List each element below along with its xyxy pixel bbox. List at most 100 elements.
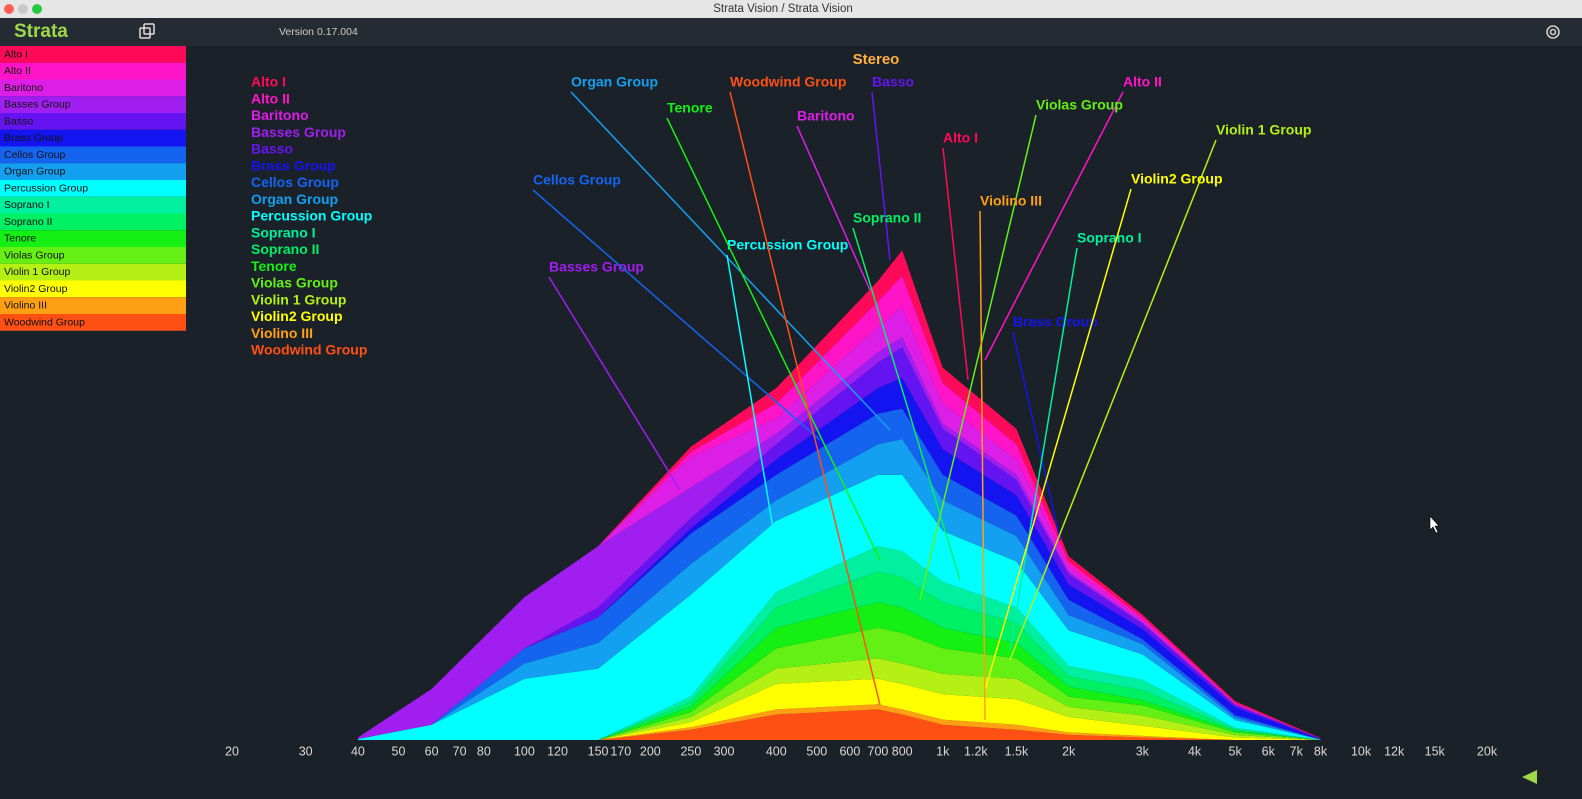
legend-entry: Organ Group — [251, 191, 338, 207]
legend-entry: Alto II — [251, 90, 290, 106]
group-row[interactable]: Basses Group — [0, 96, 186, 113]
x-tick-label: 250 — [680, 744, 701, 758]
group-name: Soprano I — [4, 199, 50, 211]
collapse-button[interactable] — [1522, 770, 1537, 784]
x-tick-label: 70 — [453, 744, 467, 758]
toolbar — [0, 18, 1582, 46]
legend-entry: Soprano II — [251, 241, 319, 257]
group-row[interactable]: Percussion Group — [0, 180, 186, 197]
callout-line — [919, 114, 1037, 601]
group-name: Alto II — [4, 65, 31, 77]
callout-label: Basso — [872, 74, 914, 90]
group-name: Violin2 Group — [4, 283, 68, 295]
callout-label: Violas Group — [1036, 97, 1123, 113]
window-title: Strata Vision / Strata Vision — [713, 3, 853, 15]
group-row[interactable]: Cellos Group — [0, 146, 186, 164]
x-tick-label: 1k — [936, 744, 950, 758]
group-row[interactable]: Brass Group — [0, 129, 186, 147]
chart-title: Stereo — [853, 51, 900, 68]
group-row[interactable]: Baritono — [0, 79, 186, 97]
x-tick-label: 100 — [514, 744, 535, 758]
group-swatch — [0, 96, 186, 113]
legend-entry: Violino III — [251, 325, 313, 341]
settings-button[interactable] — [1546, 25, 1560, 39]
callout-line — [726, 254, 776, 541]
x-tick-label: 170 — [610, 744, 631, 758]
callout-line — [1009, 247, 1078, 651]
group-swatch — [0, 113, 186, 130]
area — [357, 602, 1321, 740]
area — [357, 678, 1321, 740]
x-tick-label: 6k — [1262, 744, 1276, 758]
callout-label: Percussion Group — [727, 237, 848, 253]
callout-label: Tenore — [667, 100, 713, 116]
x-tick-label: 60 — [425, 744, 439, 758]
callout-line — [942, 147, 969, 381]
callout-line — [796, 125, 871, 291]
group-swatch — [0, 62, 186, 80]
group-row[interactable]: Alto I — [0, 46, 186, 63]
legend-entry: Baritono — [251, 107, 309, 123]
area — [357, 439, 1321, 740]
legend-entry: Basso — [251, 141, 293, 157]
group-row[interactable]: Organ Group — [0, 163, 186, 180]
legend-entry: Brass Group — [251, 157, 336, 173]
group-swatch — [0, 280, 186, 298]
group-name: Violin 1 Group — [4, 266, 71, 278]
group-row[interactable]: Soprano I — [0, 196, 186, 214]
group-swatch — [0, 263, 186, 281]
group-name: Woodwind Group — [4, 316, 85, 328]
callout-label: Cellos Group — [533, 172, 621, 188]
minimize-button[interactable] — [18, 4, 28, 14]
group-row[interactable]: Violino III — [0, 297, 186, 314]
group-row[interactable]: Alto II — [0, 62, 186, 80]
group-row[interactable]: Violas Group — [0, 247, 186, 264]
area — [357, 337, 1321, 739]
callout-label: Alto I — [943, 130, 978, 146]
group-name: Baritono — [4, 82, 43, 94]
x-tick-label: 3k — [1136, 744, 1150, 758]
group-name: Percussion Group — [4, 182, 88, 194]
group-name: Brass Group — [4, 132, 63, 144]
x-tick-label: 400 — [766, 744, 787, 758]
group-row[interactable]: Soprano II — [0, 213, 186, 231]
callout-label: Alto II — [1123, 74, 1162, 90]
group-name: Organ Group — [4, 166, 65, 178]
x-tick-label: 200 — [640, 744, 661, 758]
group-row[interactable]: Basso — [0, 113, 186, 130]
callout-label: Woodwind Group — [730, 74, 846, 90]
x-tick-label: 15k — [1425, 744, 1446, 758]
copy-icon[interactable] — [139, 23, 155, 39]
callout-line — [871, 91, 891, 261]
legend-entry: Soprano I — [251, 224, 316, 240]
close-button[interactable] — [4, 4, 14, 14]
area — [357, 377, 1321, 740]
version-label: Version 0.17.004 — [279, 26, 358, 38]
legend-entry: Violas Group — [251, 275, 338, 291]
group-swatch — [0, 230, 186, 247]
x-tick-label: 5k — [1229, 744, 1243, 758]
group-swatch — [0, 297, 186, 314]
x-tick-label: 40 — [351, 744, 365, 758]
area — [357, 658, 1321, 740]
x-tick-label: 10k — [1351, 744, 1372, 758]
callout-line — [729, 91, 881, 706]
callout-line — [984, 91, 1124, 361]
legend-entry: Percussion Group — [251, 208, 372, 224]
x-tick-label: 120 — [547, 744, 568, 758]
callout-line — [979, 210, 986, 721]
group-row[interactable]: Woodwind Group — [0, 314, 186, 331]
callout-label: Soprano I — [1077, 230, 1142, 246]
x-tick-label: 12k — [1384, 744, 1405, 758]
zoom-button[interactable] — [32, 4, 42, 14]
x-tick-label: 50 — [392, 744, 406, 758]
group-swatch — [0, 196, 186, 214]
group-row[interactable]: Tenore — [0, 230, 186, 247]
group-name: Violas Group — [4, 249, 65, 261]
x-tick-label: 1.5k — [1005, 744, 1029, 758]
group-row[interactable]: Violin 1 Group — [0, 263, 186, 281]
callout-line — [532, 189, 821, 441]
group-row[interactable]: Violin2 Group — [0, 280, 186, 298]
group-swatch — [0, 146, 186, 164]
